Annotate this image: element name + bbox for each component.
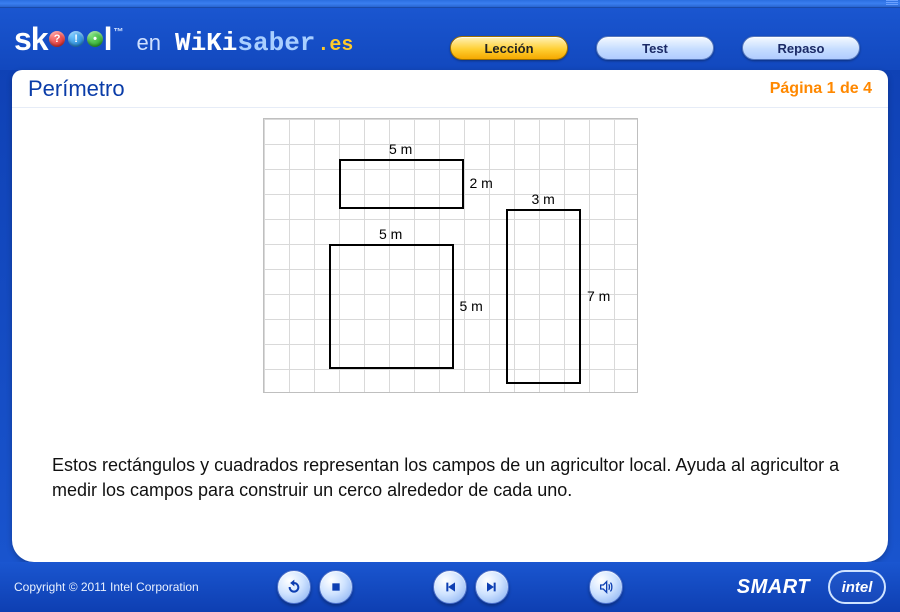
footer-logos: SMART intel (737, 570, 886, 604)
audio-button[interactable] (589, 570, 623, 604)
shape-rect1 (339, 159, 464, 209)
resize-handle-icon[interactable] (886, 0, 898, 6)
dot-green-icon: • (87, 31, 103, 47)
shape-rect2 (506, 209, 581, 384)
intel-logo: intel (828, 570, 886, 604)
panel-header: Perímetro Página 1 de 4 (12, 70, 888, 108)
logo-skoool: sk ? ! • l ™ (14, 21, 122, 58)
dim-rect1-top: 5 m (389, 141, 412, 157)
dim-square-right: 5 m (460, 298, 483, 314)
logo-es-text: .es (317, 34, 353, 57)
logo-l-text: l (104, 21, 112, 58)
dim-rect2-right: 7 m (587, 288, 610, 304)
prev-icon (442, 579, 458, 595)
dot-blue-icon: ! (68, 31, 84, 47)
logo-saber-text: saber (237, 28, 315, 58)
stop-icon (328, 579, 344, 595)
tab-lesson[interactable]: Lección (450, 36, 568, 60)
logo-wikisaber: WiKisaber.es (175, 28, 353, 58)
logo-tm: ™ (113, 27, 122, 38)
prev-button[interactable] (433, 570, 467, 604)
dim-rect1-right: 2 m (470, 175, 493, 191)
tabs: Lección Test Repaso (450, 36, 860, 60)
logo-wiki-text: WiKi (175, 28, 237, 58)
grid-area: 5 m 2 m 3 m 7 m 5 m 5 m (263, 118, 638, 393)
stop-button[interactable] (319, 570, 353, 604)
footer: Copyright © 2011 Intel Corporation (0, 562, 900, 612)
copyright: Copyright © 2011 Intel Corporation (14, 580, 199, 594)
figure-wrap: 5 m 2 m 3 m 7 m 5 m 5 m (12, 118, 888, 393)
tab-review[interactable]: Repaso (742, 36, 860, 60)
logo-sk-text: sk (14, 21, 48, 58)
app-container: sk ? ! • l ™ en WiKisaber.es Lección Tes… (0, 8, 900, 612)
header: sk ? ! • l ™ en WiKisaber.es Lección Tes… (0, 8, 900, 70)
page-title: Perímetro (28, 76, 125, 102)
body-text: Estos rectángulos y cuadrados representa… (52, 453, 848, 502)
content-panel: Perímetro Página 1 de 4 5 m2 m3 m7 m5 m5… (12, 70, 888, 562)
reload-icon (286, 579, 302, 595)
brand: sk ? ! • l ™ en WiKisaber.es (14, 21, 353, 58)
shape-square (329, 244, 454, 369)
smart-logo: SMART (737, 576, 810, 599)
tab-test[interactable]: Test (596, 36, 714, 60)
logo-dots: ? ! • (49, 31, 103, 47)
playback-controls (277, 570, 623, 604)
reload-button[interactable] (277, 570, 311, 604)
page-indicator: Página 1 de 4 (770, 80, 872, 98)
next-icon (484, 579, 500, 595)
audio-icon (598, 579, 614, 595)
dim-rect2-top: 3 m (532, 191, 555, 207)
logo-en: en (136, 30, 160, 56)
window-titlebar (0, 0, 900, 8)
dim-square-top: 5 m (379, 226, 402, 242)
next-button[interactable] (475, 570, 509, 604)
dot-red-icon: ? (49, 31, 65, 47)
